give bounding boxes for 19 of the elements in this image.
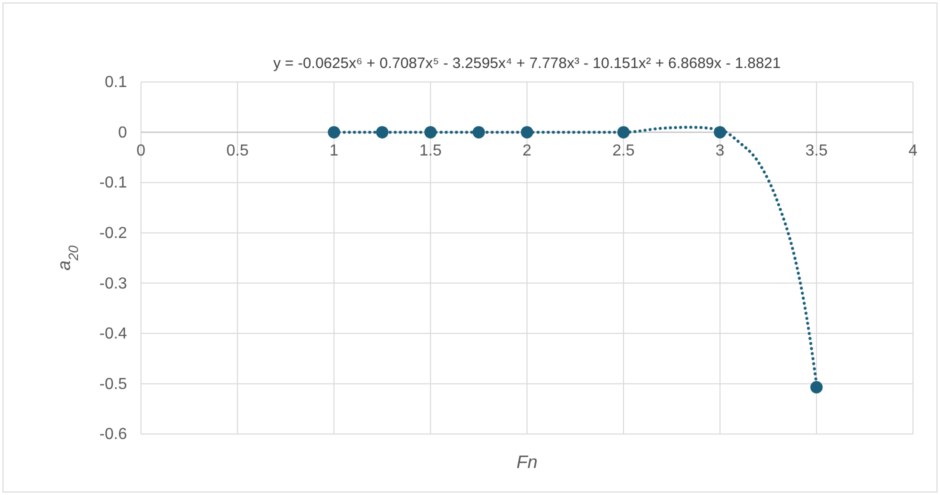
text: y = -0.0625x⁶ + 0.7087x⁵ - 3.2595x⁴ + 7.778x³ - 10.151x² + 6.8689x - 1.8821 xyxy=(273,55,781,72)
x-tick-label: 2.5 xyxy=(612,142,635,160)
y-tick-label: -0.3 xyxy=(99,275,128,292)
x-tick-label: 1.5 xyxy=(419,142,442,160)
y-tick-label: -0.2 xyxy=(99,224,128,242)
x-tick-label: 2 xyxy=(522,142,532,160)
y-tick-label: -0.5 xyxy=(99,376,128,393)
x-tick-label: 1 xyxy=(330,142,339,160)
x-tick-label: 3.5 xyxy=(805,142,828,160)
y-tick-label: 0 xyxy=(118,124,128,142)
y-tick-label: -0.4 xyxy=(99,326,128,343)
x-tick-label: 0.5 xyxy=(226,142,249,160)
x-tick-label: 0 xyxy=(136,142,146,160)
y-tick-label: -0.1 xyxy=(99,174,128,192)
x-tick-label: 3 xyxy=(716,142,725,160)
x-tick-label: 4 xyxy=(908,142,918,160)
y-tick-label: -0.6 xyxy=(99,426,128,444)
y-tick-label: 0.1 xyxy=(104,74,128,92)
x-axis-title: Fn xyxy=(516,452,538,472)
